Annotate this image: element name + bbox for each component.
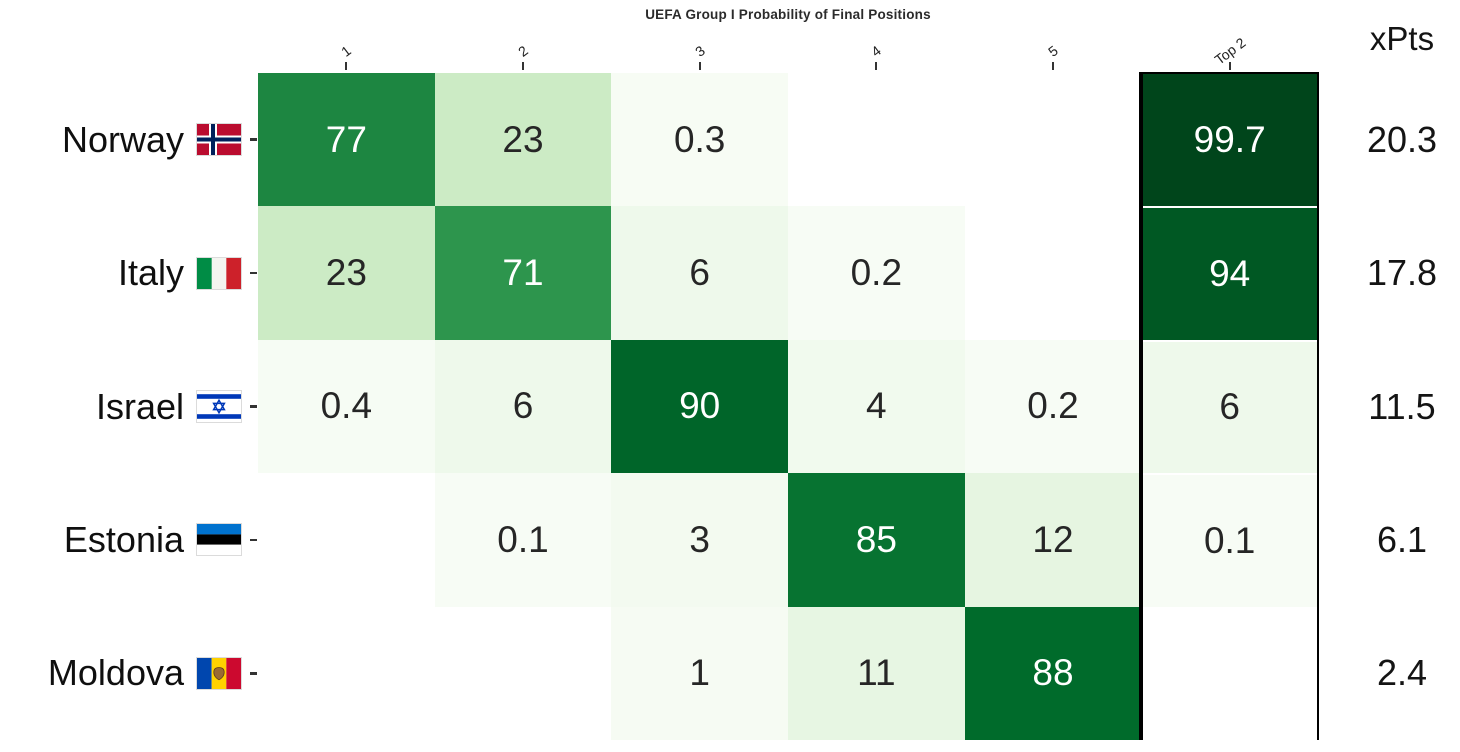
x-axis-tick — [1228, 62, 1231, 70]
cell-moldova-top2 — [1141, 606, 1318, 740]
row-label-norway: Norway — [0, 117, 258, 163]
cell-moldova-pos2 — [434, 606, 612, 740]
estonia-flag-icon — [197, 524, 241, 556]
y-axis-tick — [250, 271, 257, 275]
cell-estonia-top2: 0.1 — [1141, 473, 1318, 607]
team-name: Israel — [95, 385, 184, 427]
xpts-column-header: xPts — [1369, 20, 1435, 57]
x-axis-tick — [698, 62, 701, 70]
row-label-italy: Italy — [0, 250, 258, 296]
y-axis-tick — [250, 138, 257, 141]
top2-right-border — [1316, 72, 1319, 740]
cell-italy-pos1: 23 — [258, 206, 435, 340]
row-label-moldova: Moldova — [0, 650, 258, 696]
cell-israel-pos2: 6 — [434, 339, 612, 474]
y-axis-tick — [250, 672, 257, 675]
cell-italy-top2: 94 — [1141, 206, 1318, 340]
cell-italy-pos2: 71 — [434, 206, 612, 340]
x-axis-tick — [875, 62, 878, 70]
cell-moldova-pos3: 1 — [611, 606, 788, 740]
cell-israel-pos1: 0.4 — [258, 339, 435, 474]
top2-left-border — [1138, 72, 1143, 740]
cell-estonia-pos5: 12 — [964, 473, 1142, 607]
cell-norway-pos3: 0.3 — [611, 73, 788, 207]
israel-flag-icon — [197, 391, 241, 422]
cell-estonia-pos2: 0.1 — [434, 473, 612, 607]
cell-norway-pos4 — [788, 73, 965, 207]
cell-estonia-pos1 — [258, 473, 435, 607]
x-axis-tick — [1052, 62, 1054, 70]
cell-norway-pos1: 77 — [258, 73, 435, 207]
team-name: Italy — [117, 252, 184, 294]
x-axis-tick — [345, 62, 348, 70]
xpts-value-italy: 17.8 — [1366, 252, 1438, 294]
xpts-value-moldova: 2.4 — [1376, 652, 1428, 694]
norway-flag-icon — [197, 124, 241, 156]
cell-italy-pos3: 6 — [611, 206, 788, 340]
xpts-value-norway: 20.3 — [1366, 118, 1438, 160]
xpts-value-estonia: 6.1 — [1376, 518, 1428, 560]
cell-norway-top2: 99.7 — [1141, 73, 1318, 207]
italy-flag-icon — [197, 257, 241, 289]
xpts-value-israel: 11.5 — [1368, 385, 1436, 427]
team-name: Moldova — [47, 652, 184, 694]
y-axis-tick — [250, 405, 257, 408]
chart-title: UEFA Group I Probability of Final Positi… — [645, 7, 931, 22]
y-axis-tick — [250, 538, 257, 542]
cell-moldova-pos1 — [258, 606, 435, 740]
cell-israel-pos5: 0.2 — [964, 339, 1142, 474]
cell-estonia-pos4: 85 — [788, 473, 965, 607]
cell-israel-pos3: 90 — [611, 339, 788, 474]
cell-italy-pos5 — [964, 206, 1142, 340]
cell-moldova-pos5: 88 — [964, 606, 1142, 740]
cell-italy-pos4: 0.2 — [788, 206, 965, 340]
top2-top-border — [1138, 72, 1320, 74]
team-name: Estonia — [63, 518, 184, 560]
row-label-estonia: Estonia — [0, 517, 258, 563]
cell-israel-pos4: 4 — [788, 339, 965, 474]
cell-israel-top2: 6 — [1141, 339, 1318, 474]
cell-norway-pos5 — [964, 73, 1142, 207]
cell-norway-pos2: 23 — [434, 73, 612, 207]
moldova-flag-icon — [197, 657, 241, 689]
x-axis-tick — [522, 62, 524, 70]
cell-moldova-pos4: 11 — [788, 606, 965, 740]
team-name: Norway — [61, 118, 184, 160]
cell-estonia-pos3: 3 — [611, 473, 788, 607]
row-label-israel: Israel — [0, 384, 258, 430]
